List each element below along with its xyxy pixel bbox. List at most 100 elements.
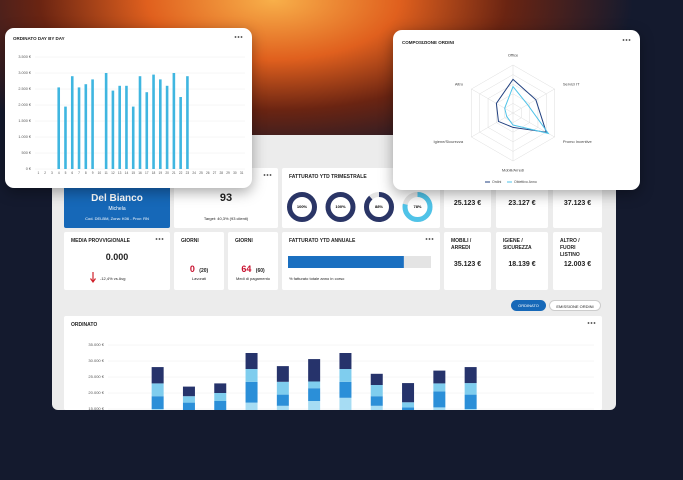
y-tick-label: 3.500 € <box>18 55 32 59</box>
bar-segment <box>245 353 258 369</box>
down-arrow <box>90 272 96 284</box>
progress-caption: % fatturato totale anno in corso <box>289 276 345 281</box>
radar-spoke <box>471 88 514 114</box>
x-tick-label: 6 <box>71 171 73 175</box>
x-tick-label: 18 <box>152 171 156 175</box>
radar-chart-card: COMPOSIZIONE ORDINI Office Servizi IT Prom… <box>393 30 640 190</box>
bar-segment <box>402 402 415 408</box>
bar-segment <box>245 402 258 410</box>
donut-arc <box>287 192 317 222</box>
x-tick-label: 24 <box>192 171 196 175</box>
y-tick-label: 30.000 € <box>88 358 104 363</box>
bar-segment <box>276 394 289 406</box>
y-tick-label: 1.000 € <box>18 135 32 139</box>
card-title: COMPOSIZIONE ORDINI <box>402 40 455 45</box>
bar-segment <box>151 383 164 397</box>
bar-segment <box>370 396 383 406</box>
bar-segment <box>182 386 195 397</box>
y-tick-label: 3.000 € <box>18 71 32 75</box>
x-tick-label: 11 <box>104 171 108 175</box>
axis-label: Servizi IT <box>563 81 580 86</box>
bar <box>70 76 74 169</box>
card-title: ORDINATO DAY BY DAY <box>13 36 65 41</box>
menu-icon[interactable] <box>263 174 272 176</box>
x-tick-label: 30 <box>233 171 237 175</box>
kpi-value: 25.123 € <box>453 200 482 207</box>
bar <box>104 73 108 169</box>
bar-segment <box>433 383 446 392</box>
bar <box>172 73 176 169</box>
tab-button[interactable]: ORDINATO <box>511 300 546 311</box>
x-tick-label: 22 <box>179 171 183 175</box>
bar <box>131 106 135 169</box>
bar-segment <box>214 401 227 410</box>
ytd-quarter-card: FATTURATO YTD TRIMESTRALE 100% 100% 88% 78% <box>282 168 440 228</box>
days-card: GIORNI 0 (20) Lavorati <box>174 232 224 290</box>
media-delta: -12,4% vs Avg <box>100 276 126 281</box>
menu-icon[interactable] <box>587 322 596 324</box>
bar-segment <box>339 353 352 369</box>
bar-segment <box>245 381 258 403</box>
donut-arc <box>325 192 356 222</box>
bar-segment <box>308 381 321 389</box>
bar-segment <box>464 394 477 409</box>
x-tick-label: 29 <box>226 171 230 175</box>
bar <box>145 92 149 169</box>
card-title: MEDIA PROVVIGIONALE <box>71 238 130 244</box>
bar <box>118 85 121 169</box>
legend-label: Obiettivo Anno <box>514 180 537 184</box>
donut-arc <box>364 192 394 222</box>
kpi-value: 37.123 € <box>563 200 592 207</box>
bar <box>77 87 81 169</box>
category-value: 12.003 € <box>563 261 592 268</box>
bar-segment <box>151 396 164 409</box>
bar-segment <box>182 402 195 410</box>
x-tick-label: 3 <box>51 171 53 175</box>
days-value: 64 <box>241 264 252 274</box>
days-caption: Lavorati <box>191 276 207 281</box>
bar-segment <box>433 370 446 384</box>
x-tick-label: 27 <box>213 171 217 175</box>
y-tick-label: 2.500 € <box>18 87 32 91</box>
y-tick-label: 25.000 € <box>88 374 104 379</box>
days-value-row: 0 (20) <box>174 259 224 277</box>
x-tick-label: 7 <box>78 171 80 175</box>
menu-icon[interactable] <box>425 238 434 240</box>
bar-segment <box>308 401 321 410</box>
bar <box>125 85 128 169</box>
donut-chart: 100% 100% 88% 78% <box>287 192 433 222</box>
clients-value: 93 <box>219 192 233 204</box>
radar-spoke <box>471 112 514 138</box>
x-tick-label: 17 <box>145 171 149 175</box>
card-title: GIORNI <box>235 238 253 244</box>
bar-segment <box>433 391 446 408</box>
menu-icon[interactable] <box>622 39 631 41</box>
tab-button[interactable]: EMISSIONE ORDINI <box>549 300 601 311</box>
x-tick-label: 14 <box>125 171 129 175</box>
card-title: FATTURATO YTD TRIMESTRALE <box>289 174 367 180</box>
x-tick-label: 31 <box>240 171 244 175</box>
card-title: ORDINATO <box>71 322 98 328</box>
y-tick-label: 20.000 € <box>88 390 104 395</box>
y-tick-label: 0 € <box>26 167 32 171</box>
bar <box>57 87 61 169</box>
x-tick-label: 16 <box>138 171 142 175</box>
bar-chart: 0 € 500 € 1.000 € 1.500 € 2.000 € 2.500 € 3.00… <box>18 55 245 175</box>
menu-icon[interactable] <box>234 36 243 38</box>
bar-segment <box>182 396 195 403</box>
bar-segment <box>214 393 227 401</box>
menu-icon[interactable] <box>155 238 164 240</box>
bar-segment <box>308 388 321 401</box>
x-tick-label: 19 <box>159 171 163 175</box>
x-tick-label: 21 <box>172 171 176 175</box>
bar-segment <box>339 369 352 382</box>
bar <box>152 74 155 169</box>
donut-label: 100% <box>335 204 346 209</box>
category-value: 18.139 € <box>508 261 536 268</box>
axis-label: Promo Incentive <box>563 139 593 144</box>
days-card: GIORNI 64 (60) Medi di pagamento <box>228 232 278 290</box>
x-tick-label: 28 <box>220 171 224 175</box>
bar-segment <box>464 383 477 395</box>
radar-spoke <box>512 88 555 114</box>
x-tick-label: 9 <box>92 171 94 175</box>
